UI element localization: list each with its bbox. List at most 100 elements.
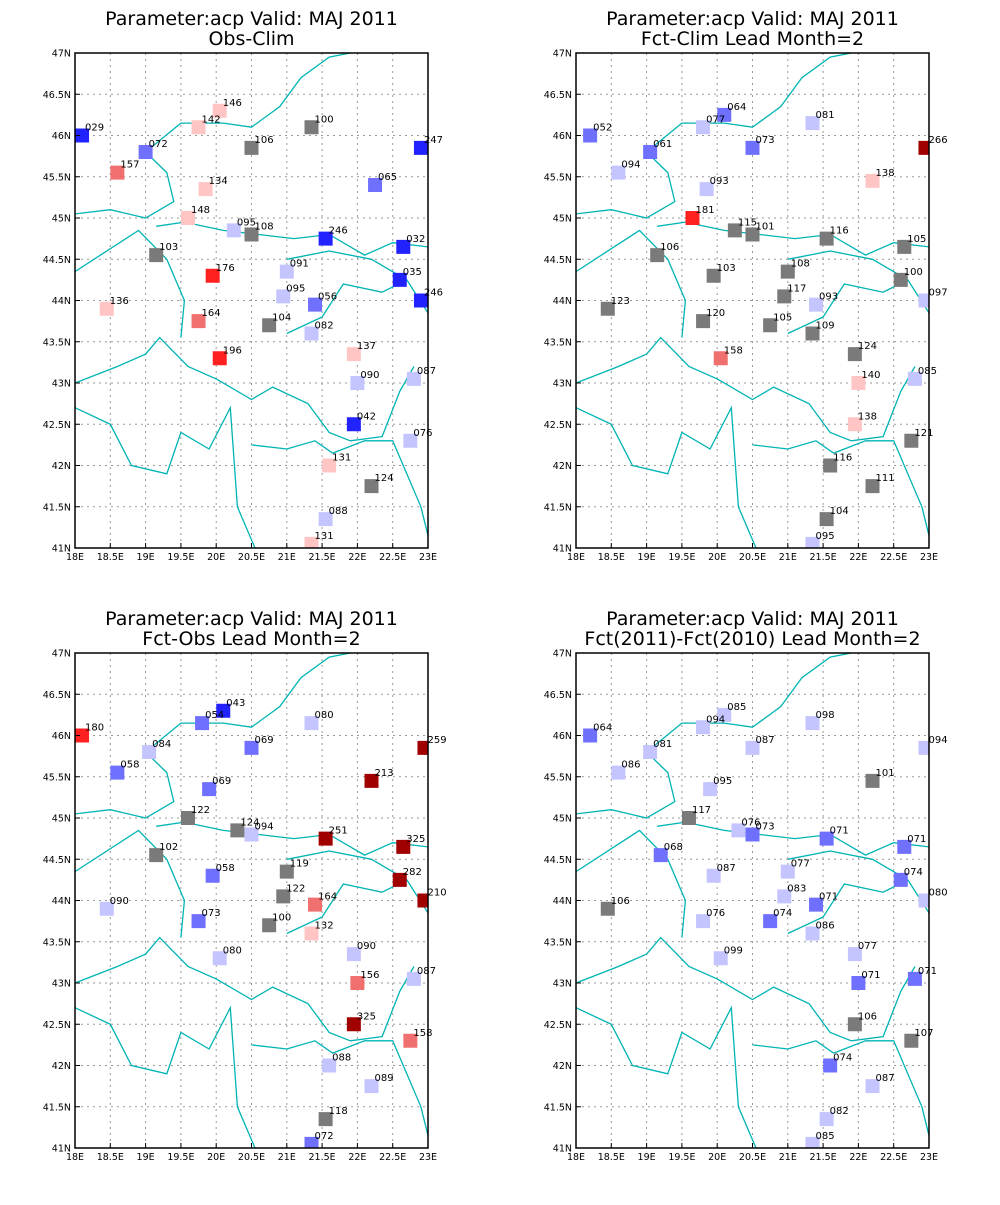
station-value-label: 246 bbox=[329, 226, 348, 237]
station-marker bbox=[142, 745, 157, 759]
station-marker bbox=[346, 417, 361, 432]
x-tick-label: 22.5E bbox=[880, 552, 907, 563]
y-tick-label: 42N bbox=[553, 461, 572, 472]
station-value-label: 095 bbox=[713, 776, 732, 787]
station-value-label: 325 bbox=[406, 834, 425, 845]
country-border bbox=[576, 405, 757, 548]
station-value-label: 099 bbox=[724, 945, 743, 956]
station-marker bbox=[191, 314, 206, 329]
station-value-label: 164 bbox=[318, 892, 337, 903]
station-value-label: 116 bbox=[833, 453, 852, 464]
station-value-label: 103 bbox=[159, 242, 178, 253]
station-marker bbox=[149, 848, 164, 863]
station-marker bbox=[696, 314, 711, 329]
station-marker bbox=[851, 376, 866, 390]
y-tick-label: 44N bbox=[52, 296, 71, 307]
station-marker bbox=[805, 1136, 820, 1148]
station-marker bbox=[396, 239, 411, 254]
station-marker bbox=[703, 782, 718, 797]
station-value-label: 100 bbox=[272, 912, 291, 923]
station-value-label: 176 bbox=[216, 263, 235, 274]
panel-title: Parameter:acp Valid: MAJ 2011 bbox=[105, 8, 398, 30]
station-marker bbox=[731, 823, 746, 838]
y-tick-label: 41.5N bbox=[43, 1102, 71, 1113]
y-tick-label: 41N bbox=[553, 544, 572, 555]
station-marker bbox=[907, 371, 922, 386]
station-marker bbox=[304, 326, 319, 341]
station-value-label: 116 bbox=[830, 226, 849, 237]
station-marker bbox=[717, 107, 732, 122]
station-value-label: 122 bbox=[191, 805, 210, 816]
station-value-label: 090 bbox=[357, 941, 376, 952]
y-tick-label: 41.5N bbox=[544, 1102, 572, 1113]
station-marker bbox=[819, 831, 834, 846]
station-marker bbox=[350, 976, 365, 990]
station-marker bbox=[304, 926, 319, 941]
y-tick-label: 46N bbox=[52, 731, 71, 742]
country-border bbox=[75, 653, 351, 819]
y-tick-label: 45.5N bbox=[544, 172, 572, 183]
station-value-label: 158 bbox=[724, 345, 743, 356]
station-value-label: 101 bbox=[756, 222, 775, 233]
country-border bbox=[75, 1005, 256, 1148]
station-value-label: 115 bbox=[738, 217, 757, 228]
y-tick-label: 45N bbox=[553, 814, 572, 825]
station-marker bbox=[865, 773, 880, 788]
x-tick-label: 19.5E bbox=[167, 1152, 194, 1163]
panel-title: Parameter:acp Valid: MAJ 2011 bbox=[606, 8, 899, 30]
station-value-label: 106 bbox=[611, 896, 630, 907]
station-marker bbox=[847, 417, 862, 432]
station-value-label: 282 bbox=[403, 867, 422, 878]
x-tick-label: 20E bbox=[207, 1152, 225, 1163]
station-marker bbox=[685, 211, 700, 225]
y-tick-label: 43N bbox=[52, 979, 71, 990]
station-marker bbox=[304, 716, 319, 731]
panel-title: Parameter:acp Valid: MAJ 2011 bbox=[606, 608, 899, 630]
x-tick-label: 22E bbox=[849, 1152, 867, 1163]
y-tick-label: 44.5N bbox=[544, 855, 572, 866]
station-marker bbox=[318, 831, 333, 846]
y-tick-label: 47N bbox=[553, 49, 572, 60]
x-tick-label: 23E bbox=[419, 552, 437, 563]
country-border bbox=[657, 821, 929, 856]
map-area bbox=[75, 653, 428, 1148]
station-marker bbox=[851, 976, 866, 990]
station-marker bbox=[819, 1112, 834, 1127]
station-value-label: 087 bbox=[756, 735, 775, 746]
station-value-label: 081 bbox=[653, 739, 672, 750]
station-marker bbox=[318, 231, 333, 246]
station-value-label: 095 bbox=[237, 217, 256, 228]
station-value-label: 082 bbox=[830, 1106, 849, 1117]
station-value-label: 080 bbox=[315, 710, 334, 721]
station-marker bbox=[819, 512, 834, 527]
station-value-label: 076 bbox=[741, 817, 760, 828]
station-marker bbox=[262, 318, 277, 333]
station-marker bbox=[262, 918, 277, 933]
station-value-label: 108 bbox=[791, 259, 810, 270]
y-tick-label: 43.5N bbox=[43, 337, 71, 348]
station-value-label: 109 bbox=[816, 321, 835, 332]
station-value-label: 068 bbox=[664, 842, 683, 853]
station-marker bbox=[653, 848, 668, 863]
station-value-label: 072 bbox=[149, 139, 168, 150]
station-value-label: 158 bbox=[413, 1028, 432, 1039]
station-marker bbox=[681, 811, 696, 825]
x-tick-label: 18E bbox=[66, 1152, 84, 1163]
station-value-label: 090 bbox=[360, 370, 379, 381]
station-value-label: 089 bbox=[375, 1073, 394, 1084]
station-value-label: 118 bbox=[329, 1106, 348, 1117]
y-tick-label: 43N bbox=[52, 379, 71, 390]
station-value-label: 074 bbox=[773, 908, 792, 919]
station-marker bbox=[823, 458, 838, 473]
station-value-label: 084 bbox=[152, 739, 171, 750]
station-value-label: 157 bbox=[120, 160, 139, 171]
station-marker bbox=[893, 872, 908, 887]
station-value-label: 164 bbox=[202, 308, 221, 319]
x-tick-label: 20E bbox=[207, 552, 225, 563]
station-marker bbox=[643, 145, 658, 159]
station-marker bbox=[308, 297, 323, 312]
station-value-label: 032 bbox=[406, 234, 425, 245]
